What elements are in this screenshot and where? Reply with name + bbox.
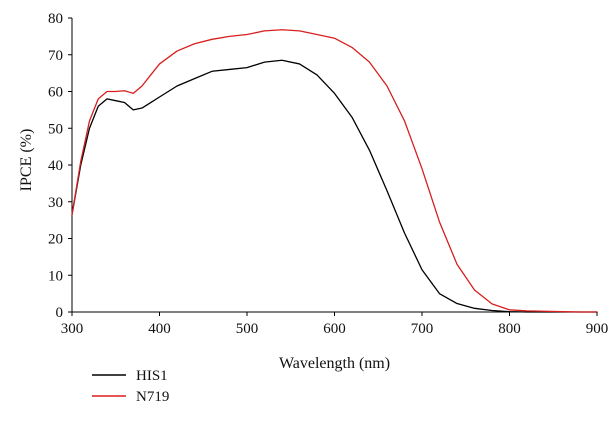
- legend-label-n719: N719: [136, 389, 169, 405]
- x-tick-label: 800: [498, 321, 521, 337]
- x-tick-label: 700: [411, 321, 434, 337]
- x-axis-title: Wavelength (nm): [279, 355, 390, 372]
- y-axis-ticks: 0 10 20 30 40 50 60 70 80: [48, 11, 72, 321]
- x-tick-label: 400: [148, 321, 171, 337]
- legend: HIS1 N719: [92, 368, 169, 405]
- x-axis-ticks: 300 400 500 600 700 800 900: [61, 312, 609, 337]
- legend-label-his1: HIS1: [136, 368, 168, 384]
- y-tick-label: 10: [48, 268, 63, 284]
- y-tick-label: 20: [48, 232, 63, 248]
- series-line-his1: [71, 59, 598, 313]
- series-group: [71, 29, 598, 313]
- y-tick-label: 50: [48, 121, 63, 137]
- x-tick-label: 500: [236, 321, 259, 337]
- plot-area: 300 400 500 600 700 800 900 0 10 20 30 40 50 60 70 80: [48, 11, 608, 337]
- y-tick-label: 0: [56, 305, 64, 321]
- series-line-n719: [71, 29, 598, 313]
- x-tick-label: 600: [323, 321, 346, 337]
- y-tick-label: 40: [48, 158, 63, 174]
- y-axis-title: IPCE (%): [18, 129, 35, 192]
- y-tick-label: 60: [48, 85, 63, 101]
- y-tick-label: 70: [48, 48, 63, 64]
- y-tick-label: 80: [48, 11, 63, 27]
- y-tick-label: 30: [48, 195, 63, 211]
- x-tick-label: 300: [61, 321, 84, 337]
- x-tick-label: 900: [586, 321, 609, 337]
